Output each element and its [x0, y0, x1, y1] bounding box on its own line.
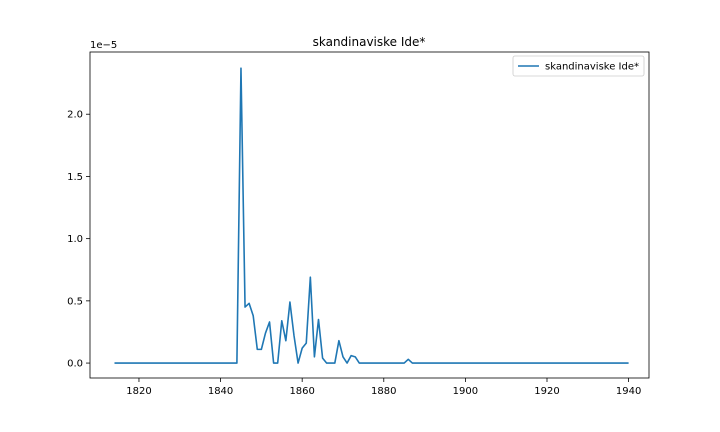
x-tick-label: 1940 — [616, 386, 641, 397]
y-tick-label: 2.0 — [67, 110, 83, 121]
y-tick-label: 1.0 — [67, 234, 83, 245]
y-tick-label: 1.5 — [67, 172, 83, 183]
plot-frame — [89, 51, 650, 379]
x-tick-label: 1920 — [534, 386, 559, 397]
x-tick-label: 1900 — [453, 386, 478, 397]
y-axis-scale-label: 1e−5 — [90, 40, 117, 51]
y-tick-label: 0.0 — [67, 359, 83, 370]
plot-area: 1820 1840 1860 1880 1900 1920 1940 0.0 0.5 1.0 1.5… — [67, 51, 650, 397]
x-tick-label: 1860 — [289, 386, 314, 397]
legend-box — [512, 55, 645, 77]
legend-label: skandinaviske Ide* — [545, 62, 639, 73]
x-tick-label: 1880 — [371, 386, 396, 397]
x-tick-label: 1820 — [126, 386, 151, 397]
chart-title: skandinaviske Ide* — [313, 35, 426, 49]
x-tick-label: 1840 — [208, 386, 233, 397]
series-line — [114, 67, 629, 364]
y-tick-label: 0.5 — [67, 296, 83, 307]
